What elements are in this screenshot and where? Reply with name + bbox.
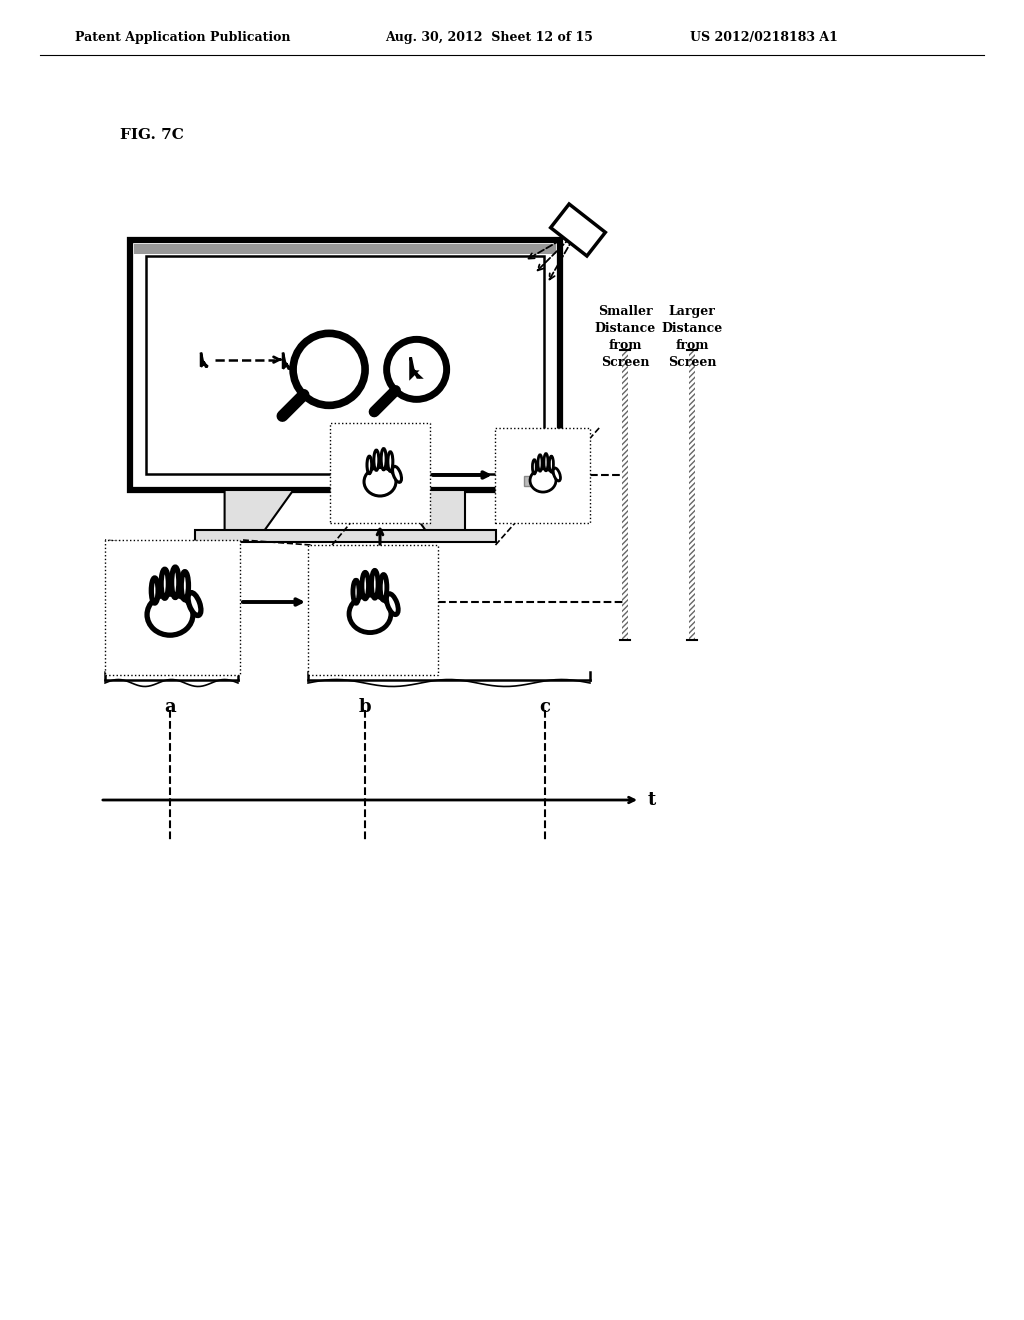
- Ellipse shape: [367, 457, 372, 474]
- Text: Aug. 30, 2012  Sheet 12 of 15: Aug. 30, 2012 Sheet 12 of 15: [385, 30, 593, 44]
- Text: t: t: [648, 791, 656, 809]
- Bar: [330, 422, 430, 523]
- Ellipse shape: [532, 459, 537, 474]
- Polygon shape: [283, 352, 291, 368]
- Polygon shape: [396, 490, 465, 539]
- Ellipse shape: [147, 594, 193, 635]
- Ellipse shape: [530, 469, 556, 492]
- Bar: [689, 350, 695, 640]
- Bar: [134, 244, 556, 486]
- Bar: [524, 477, 542, 486]
- Bar: [130, 240, 560, 490]
- Ellipse shape: [392, 466, 401, 482]
- Ellipse shape: [388, 451, 393, 471]
- Text: a: a: [164, 698, 176, 715]
- Ellipse shape: [386, 594, 398, 615]
- Bar: [105, 540, 240, 675]
- Text: Larger
Distance
from
Screen: Larger Distance from Screen: [662, 305, 723, 370]
- Ellipse shape: [549, 457, 553, 473]
- Text: c: c: [540, 698, 551, 715]
- Ellipse shape: [188, 593, 201, 615]
- Ellipse shape: [161, 569, 168, 598]
- Bar: [495, 428, 590, 523]
- Text: Smaller
Distance
from
Screen: Smaller Distance from Screen: [594, 305, 655, 370]
- Polygon shape: [411, 358, 420, 378]
- Circle shape: [293, 334, 366, 405]
- Text: FIG. 7C: FIG. 7C: [120, 128, 184, 143]
- Ellipse shape: [538, 455, 542, 471]
- Ellipse shape: [365, 467, 396, 496]
- Polygon shape: [551, 205, 605, 256]
- Circle shape: [387, 339, 446, 400]
- Ellipse shape: [381, 449, 386, 470]
- Ellipse shape: [380, 574, 387, 601]
- Polygon shape: [201, 352, 208, 367]
- Ellipse shape: [349, 595, 391, 632]
- Ellipse shape: [372, 570, 378, 598]
- Ellipse shape: [152, 578, 158, 603]
- Bar: [146, 256, 544, 474]
- Ellipse shape: [374, 450, 379, 470]
- Text: US 2012/0218183 A1: US 2012/0218183 A1: [690, 30, 838, 44]
- Text: b: b: [358, 698, 372, 715]
- Ellipse shape: [181, 572, 188, 599]
- Bar: [308, 545, 438, 675]
- Ellipse shape: [553, 469, 560, 480]
- Ellipse shape: [172, 568, 179, 598]
- Bar: [195, 531, 496, 543]
- Ellipse shape: [353, 581, 359, 603]
- Polygon shape: [224, 490, 294, 539]
- Ellipse shape: [544, 454, 548, 471]
- Bar: [134, 244, 556, 253]
- Ellipse shape: [361, 573, 369, 599]
- Text: Patent Application Publication: Patent Application Publication: [75, 30, 291, 44]
- Bar: [622, 350, 628, 640]
